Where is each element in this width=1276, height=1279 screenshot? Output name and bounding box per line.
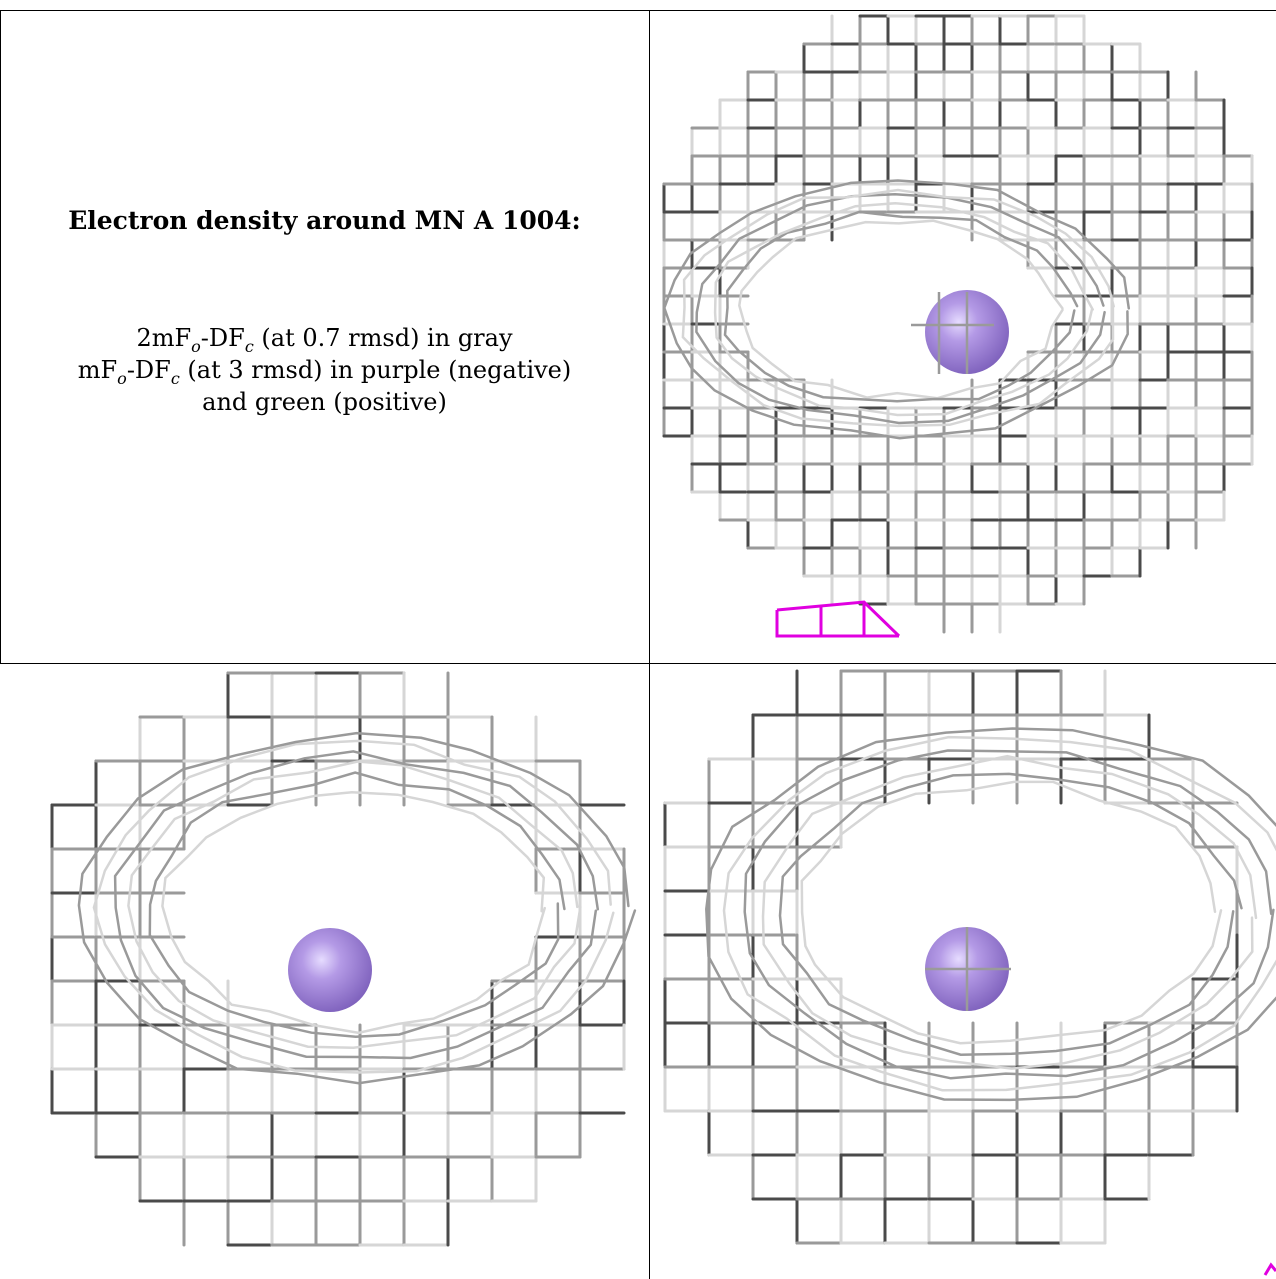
mesh-contour: [713, 201, 1094, 417]
density-mesh-top-right: [662, 14, 1254, 638]
caption-text: -DF: [126, 356, 171, 384]
mesh-contour: [723, 210, 1079, 403]
mesh-contour: [92, 739, 615, 1074]
caption-cell: Electron density around MN A 1004: 2mFo-…: [0, 10, 649, 663]
mesh-contour: [161, 790, 546, 1035]
mesh-contour: [681, 188, 1115, 428]
table-top-rule: [0, 10, 1276, 11]
mesh-contour: [761, 754, 1258, 1070]
mesh-contour: [695, 192, 1106, 425]
mesh-contour: [778, 772, 1243, 1056]
mesh-contour: [705, 727, 1276, 1102]
caption-text: -DF: [200, 324, 245, 352]
mesh-contour: [800, 780, 1223, 1045]
mesh-grid: [50, 671, 637, 1247]
density-view-top-right: [649, 10, 1276, 663]
caption-text: mF: [77, 356, 118, 384]
table-center-rule: [649, 10, 650, 1279]
density-mesh-bottom-left: [50, 671, 637, 1247]
caption-subscript: c: [170, 368, 180, 388]
caption-text: (at 3 rmsd) in purple (negative): [179, 356, 572, 384]
caption-subscript: o: [191, 336, 201, 356]
mesh-grid: [663, 669, 1276, 1245]
caption-line-2: mFo-DFc (at 3 rmsd) in purple (negative): [0, 356, 649, 388]
caption-title: Electron density around MN A 1004:: [68, 206, 581, 235]
table-left-rule: [0, 10, 1, 663]
mesh-contour: [662, 179, 1131, 440]
mesh-contour: [77, 731, 637, 1085]
mn-atom-sphere: [288, 928, 372, 1012]
caption-subscript: o: [117, 368, 127, 388]
caption-text: 2mF: [136, 324, 192, 352]
density-mesh-bottom-right: [663, 669, 1276, 1276]
caption-text: (at 0.7 rmsd) in gray: [253, 324, 513, 352]
mesh-over-atom: [925, 927, 1011, 1011]
density-view-bottom-right: [649, 663, 1276, 1279]
mesh-grid: [662, 14, 1254, 634]
mesh-contour: [738, 219, 1064, 400]
caption-line-3: and green (positive): [202, 388, 447, 416]
negative-density-mesh: [775, 600, 901, 638]
density-view-bottom-left: [0, 663, 649, 1279]
caption-subscript: c: [244, 336, 254, 356]
negative-density-edge: [1263, 1262, 1276, 1276]
mesh-contour: [743, 749, 1275, 1080]
mesh-contour: [148, 771, 566, 1039]
mesh-contour: [113, 750, 600, 1060]
mesh-over-atom: [911, 292, 994, 374]
caption-line-1: 2mFo-DFc (at 0.7 rmsd) in gray: [0, 324, 649, 356]
mesh-contour: [722, 735, 1276, 1092]
negative-density-mesh: [1263, 1262, 1276, 1276]
negative-density-edge: [776, 600, 901, 638]
mesh-contour: [127, 760, 582, 1049]
table-middle-rule: [0, 663, 1276, 664]
negative-density-edge: [775, 610, 899, 638]
